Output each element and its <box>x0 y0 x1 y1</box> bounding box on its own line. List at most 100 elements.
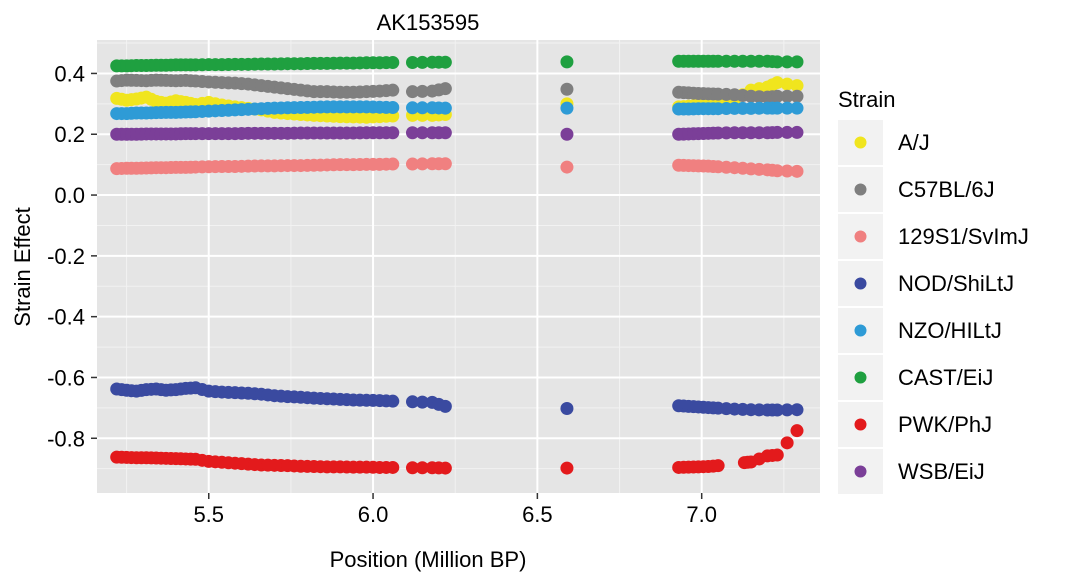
data-point <box>415 84 429 98</box>
x-tick-label: 6.0 <box>358 502 389 527</box>
legend-label: A/J <box>898 130 930 155</box>
legend-label: CAST/EiJ <box>898 365 993 390</box>
data-point <box>560 101 574 115</box>
legend-label: PWK/PhJ <box>898 412 992 437</box>
data-point <box>405 101 419 115</box>
data-point <box>386 394 400 408</box>
data-point <box>560 82 574 96</box>
legend-swatch <box>854 371 867 384</box>
data-point <box>415 126 429 140</box>
legend-label: NZO/HILtJ <box>898 318 1002 343</box>
data-point <box>780 403 794 417</box>
data-point <box>780 436 794 450</box>
y-tick-label: 0.4 <box>54 61 85 86</box>
data-point <box>780 125 794 139</box>
y-tick-label: 0.2 <box>54 122 85 147</box>
data-point <box>405 395 419 409</box>
series-nod-shiltj <box>110 381 804 417</box>
data-point <box>415 157 429 171</box>
data-point <box>438 157 452 171</box>
legend-item: A/J <box>838 120 930 165</box>
legend: Strain A/J C57BL/6J 129S1/SvImJ NOD/ShiLtJ N… <box>838 87 1029 494</box>
legend-item: 129S1/SvImJ <box>838 214 1029 259</box>
data-point <box>770 125 784 139</box>
data-point <box>770 76 784 90</box>
data-point <box>790 164 804 178</box>
legend-item: C57BL/6J <box>838 167 995 212</box>
data-point <box>438 399 452 413</box>
data-point <box>405 461 419 475</box>
data-point <box>386 460 400 474</box>
data-point <box>711 459 725 473</box>
data-point <box>790 79 804 93</box>
data-point <box>415 55 429 69</box>
data-point <box>780 55 794 69</box>
data-point <box>415 461 429 475</box>
legend-items: A/J C57BL/6J 129S1/SvImJ NOD/ShiLtJ NZO/HILt… <box>838 120 1029 494</box>
series-c57bl-6j <box>110 73 804 104</box>
data-point <box>438 55 452 69</box>
y-tick-label: 0.0 <box>54 183 85 208</box>
data-point <box>386 55 400 69</box>
data-point <box>386 100 400 114</box>
series-cast-eij <box>110 54 804 73</box>
series-nzo-hiltj <box>110 100 804 121</box>
legend-label: WSB/EiJ <box>898 459 985 484</box>
x-tick-label: 7.0 <box>686 502 717 527</box>
data-point <box>780 101 794 115</box>
legend-item: NOD/ShiLtJ <box>838 261 1014 306</box>
legend-swatch <box>854 230 867 243</box>
data-point <box>770 164 784 178</box>
data-point <box>405 126 419 140</box>
series-pwk-phj <box>110 424 804 475</box>
data-point <box>790 101 804 115</box>
data-point <box>405 157 419 171</box>
data-point <box>438 126 452 140</box>
y-tick-label: -0.4 <box>47 305 85 330</box>
data-point <box>770 403 784 417</box>
y-tick-label: -0.6 <box>47 365 85 390</box>
data-point <box>415 101 429 115</box>
legend-swatch <box>854 465 867 478</box>
legend-swatch <box>854 183 867 196</box>
data-point <box>386 157 400 171</box>
data-point <box>780 164 794 178</box>
data-point <box>386 83 400 97</box>
legend-title: Strain <box>838 87 895 112</box>
data-point <box>415 395 429 409</box>
legend-swatch <box>854 277 867 290</box>
x-tick-label: 6.5 <box>522 502 553 527</box>
legend-label: NOD/ShiLtJ <box>898 271 1014 296</box>
data-point <box>438 101 452 115</box>
legend-swatch <box>854 324 867 337</box>
data-points <box>110 54 804 475</box>
data-point <box>560 55 574 69</box>
axes: 5.5 6.0 6.5 7.0 0.4 0.2 0.0 -0.2 -0.4 -0.6 -0.8 <box>47 61 717 527</box>
y-axis-title: Strain Effect <box>10 207 35 326</box>
data-point <box>560 461 574 475</box>
data-point <box>438 82 452 96</box>
legend-label: 129S1/SvImJ <box>898 224 1029 249</box>
data-point <box>790 125 804 139</box>
x-axis-title: Position (Million BP) <box>330 547 527 572</box>
legend-label: C57BL/6J <box>898 177 995 202</box>
y-tick-label: -0.8 <box>47 426 85 451</box>
legend-item: NZO/HILtJ <box>838 308 1002 353</box>
data-point <box>405 85 419 99</box>
legend-swatch <box>854 136 867 149</box>
data-point <box>770 448 784 462</box>
y-tick-label: -0.2 <box>47 244 85 269</box>
data-point <box>770 55 784 69</box>
data-point <box>560 127 574 141</box>
chart-title: AK153595 <box>377 10 480 35</box>
data-point <box>780 77 794 91</box>
data-point <box>386 126 400 140</box>
legend-swatch <box>854 418 867 431</box>
series-wsb-eij <box>110 125 804 141</box>
data-point <box>790 424 804 438</box>
legend-item: WSB/EiJ <box>838 449 985 494</box>
data-point <box>438 461 452 475</box>
data-point <box>770 89 784 103</box>
legend-item: PWK/PhJ <box>838 402 992 447</box>
